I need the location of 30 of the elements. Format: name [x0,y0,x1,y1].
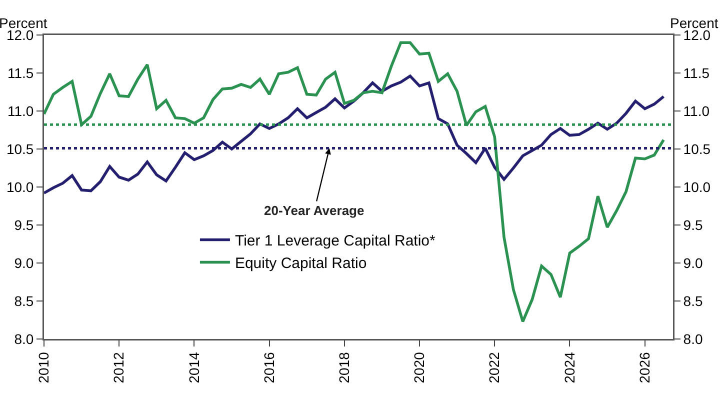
x-tick-label: 2010 [36,352,52,384]
y2-tick-label: 9.0 [683,254,703,271]
y-tick-label: 8.5 [14,292,34,309]
x-tick-label: 2012 [110,352,127,384]
y-tick-label: 8.0 [14,330,34,347]
x-tick-label: 2014 [186,352,202,384]
y2-axis-title: Percent [670,15,718,31]
x-tick-label: 2026 [636,352,652,384]
legend-label: Tier 1 Leverage Capital Ratio* [234,232,436,250]
y2-tick-label: 10.0 [683,178,711,195]
y-tick-label: 11.5 [7,64,34,81]
legend-label: Equity Capital Ratio [234,255,367,272]
y-tick-label: 9.5 [14,216,34,233]
y2-tick-label: 11.5 [683,64,710,81]
y2-tick-label: 8.5 [683,292,703,309]
y-tick-label: 10.5 [6,140,34,157]
x-tick-label: 2016 [260,352,277,384]
annotation: 20-Year Average [264,203,364,218]
y-axis-title: Percent [0,15,48,31]
y-tick-label: 9.0 [14,254,34,271]
y2-tick-label: 10.5 [683,140,711,157]
y-tick-label: 11.0 [7,102,34,119]
y2-tick-label: 9.5 [683,216,703,233]
x-tick-label: 2018 [336,352,352,384]
y-tick-label: 10.0 [6,178,34,195]
y2-tick-label: 8.0 [683,330,703,347]
x-tick-label: 2020 [411,352,428,384]
x-tick-label: 2024 [561,352,578,384]
x-tick-label: 2022 [486,352,502,384]
y2-tick-label: 11.0 [683,102,710,119]
